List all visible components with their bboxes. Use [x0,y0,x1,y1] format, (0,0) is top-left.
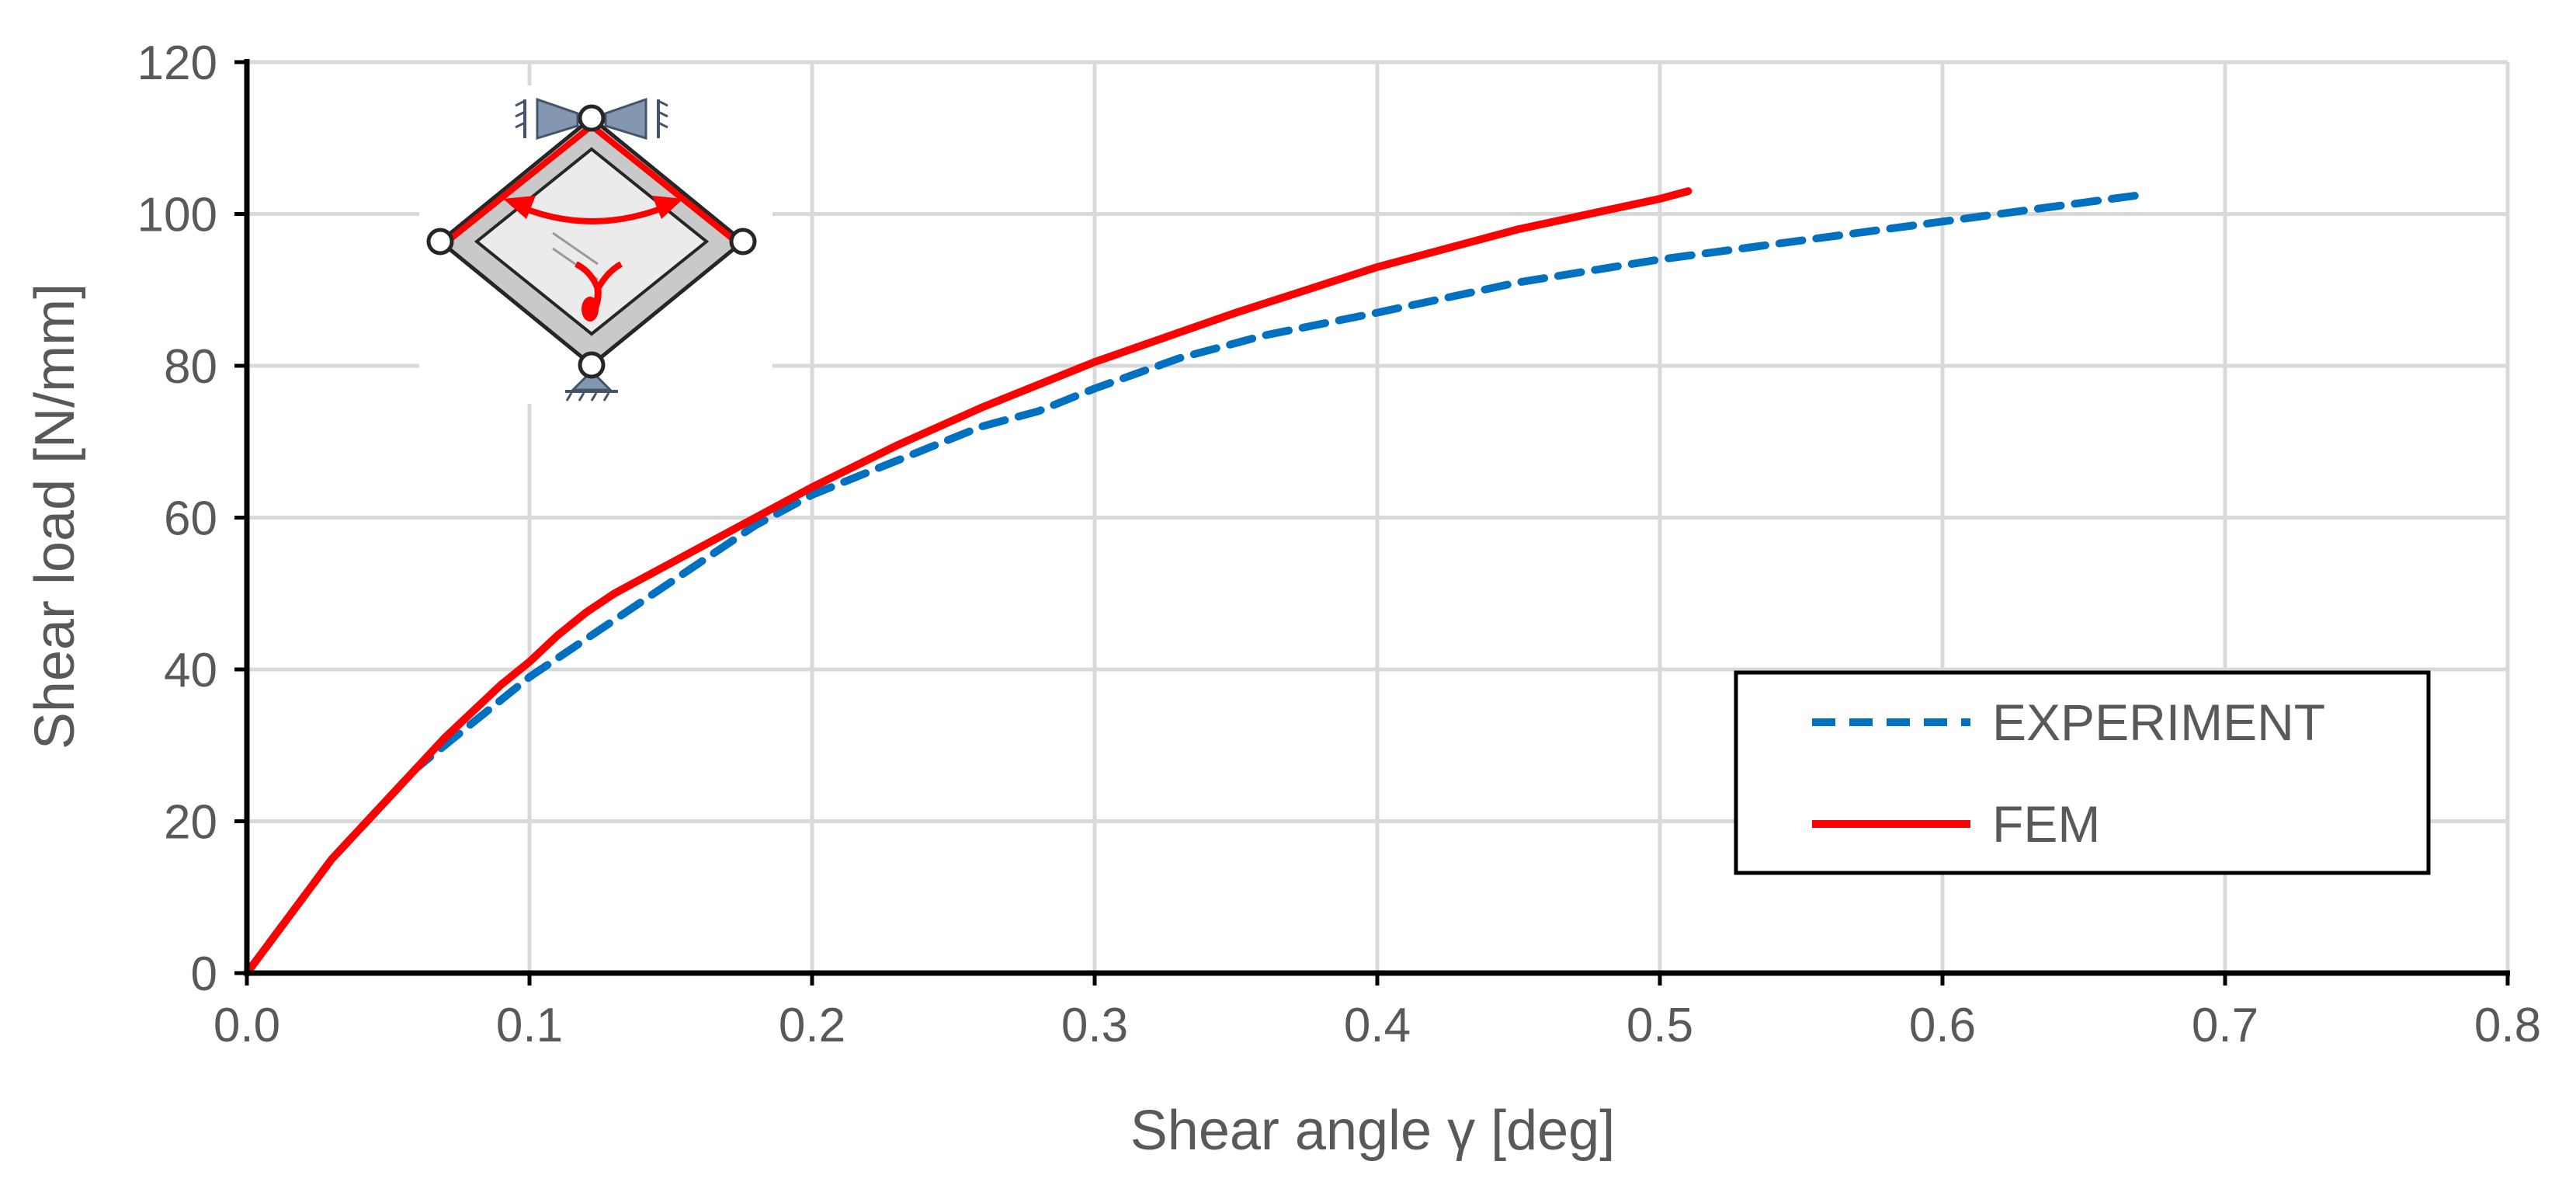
x-tick-label: 0.5 [1626,999,1693,1052]
legend: EXPERIMENT FEM [1734,670,2431,875]
y-tick-label: 20 [164,796,217,850]
y-tick-label: 100 [137,189,217,242]
legend-box [1734,670,2431,875]
y-tick-label: 0 [191,947,217,1001]
y-tick-label: 40 [164,644,217,697]
y-tick-label: 80 [164,340,217,394]
x-tick-label: 0.8 [2474,999,2541,1052]
series-line-fem [243,187,1692,977]
y-tick-label: 60 [164,492,217,546]
y-axis-title: Shear load [N/mm] [24,283,86,749]
series-layer [243,187,2144,977]
x-tick-label: 0.6 [1909,999,1976,1052]
x-tick-label: 0.4 [1344,999,1411,1052]
axes [234,59,2510,986]
x-tick-label: 0.0 [214,999,280,1052]
series-line-experiment [243,191,2144,977]
x-tick-label: 0.7 [2192,999,2258,1052]
x-tick-label: 0.3 [1061,999,1128,1052]
x-axis-title: Shear angle γ [deg] [1130,1100,1615,1162]
legend-label-fem: FEM [1992,795,2100,853]
shear-frame-inset-diagram [419,85,772,404]
x-tick-label: 0.1 [496,999,563,1052]
x-tick-label: 0.2 [779,999,845,1052]
y-tick-label: 120 [137,37,217,90]
legend-label-experiment: EXPERIMENT [1992,694,2325,751]
tick-labels: 0.0 0.1 0.2 0.3 0.4 0.5 0.6 0.7 0.8 0 20 40 60 80 100 1… [137,37,2542,1052]
